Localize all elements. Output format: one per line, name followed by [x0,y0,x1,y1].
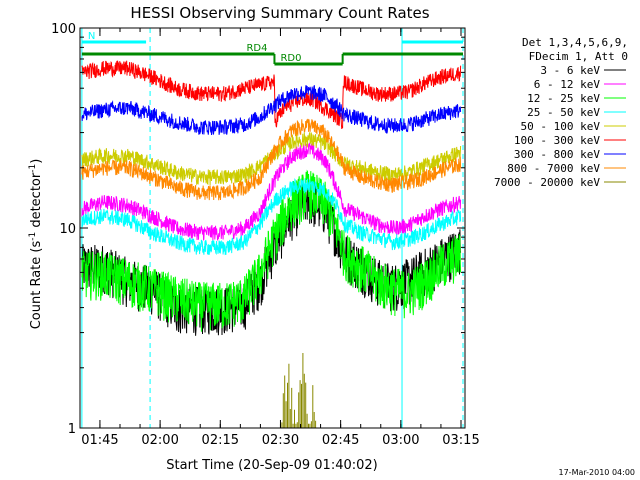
series-line-3 [81,178,462,256]
plot-area: N RD4 RD0 [81,28,464,428]
series-line-6 [81,85,462,136]
series-line-5 [81,60,462,130]
x-tick-label-4: 02:45 [322,433,359,448]
legend-entry-label-1: 6 - 12 keV [534,78,601,91]
series-7 [81,118,462,201]
footer-timestamp: 17-Mar-2010 04:00 [559,468,636,477]
segment-bar-label-2: RD4 [246,43,267,54]
series-2 [81,169,462,332]
series-3 [81,178,462,256]
legend-entry-label-4: 50 - 100 keV [521,120,601,133]
series-line-2 [81,169,462,332]
legend-entry-label-3: 25 - 50 keV [527,106,600,119]
y-axis-label-part2: detector [29,172,44,232]
chart-title: HESSI Observing Summary Count Rates [130,4,429,22]
series-line-8 [280,353,317,428]
y-axis-label-part1: Count Rate (s [29,241,44,330]
y-axis-label: Count Rate (s-1 detector-1) [28,159,44,330]
axes: 1 10 100 01:45 02:00 02:15 02:30 02:45 03:00 03:1… [51,22,480,448]
x-tick-label-5: 03:00 [382,433,419,448]
y-axis-label-sup2: -1 [28,164,38,173]
legend-entry-label-7: 800 - 7000 keV [507,162,600,175]
segment-bar-label-0: N [88,31,95,42]
y-axis-label-part3: ) [29,159,44,164]
x-tick-label-0: 01:45 [81,433,118,448]
series-line-1 [81,142,462,241]
legend-header-1: FDecim 1, Att 0 [529,50,628,63]
segment-bar-label-3: RD0 [280,53,301,64]
y-tick-label-2: 100 [51,22,76,37]
legend-entry-label-0: 3 - 6 keV [540,64,600,77]
x-tick-label-3: 02:30 [262,433,299,448]
legend: Det 1,3,4,5,6,9,FDecim 1, Att 03 - 6 keV… [494,36,628,189]
series-8 [280,353,317,428]
x-tick-label-6: 03:15 [442,433,479,448]
y-axis-label-sup1: -1 [28,232,38,241]
series-5 [81,60,462,130]
series-6 [81,85,462,136]
legend-entry-label-6: 300 - 800 keV [514,148,600,161]
x-axis-label: Start Time (20-Sep-09 01:40:02) [166,458,377,473]
x-tick-label-1: 02:00 [141,433,178,448]
series-line-7 [81,118,462,201]
legend-entry-label-2: 12 - 25 keV [527,92,600,105]
legend-entry-label-8: 7000 - 20000 keV [494,176,600,189]
x-tick-label-2: 02:15 [202,433,239,448]
legend-header-0: Det 1,3,4,5,6,9, [522,36,628,49]
legend-entry-label-5: 100 - 300 keV [514,134,600,147]
y-tick-label-1: 10 [59,222,76,237]
series-1 [81,142,462,241]
y-tick-label-0: 1 [68,422,76,437]
